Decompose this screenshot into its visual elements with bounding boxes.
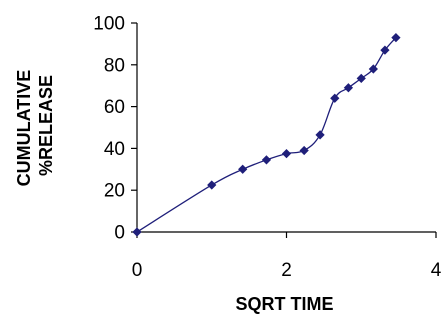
y-tick-label: 80 [104,55,125,76]
series [132,33,401,237]
data-point [281,149,292,159]
y-axis-title-line-2: %RELEASE [36,75,56,176]
data-point [238,164,248,174]
series-line [136,37,397,233]
data-point [299,145,309,156]
axis-titles: SQRT TIME CUMULATIVE %RELEASE [14,65,334,314]
y-axis-title: CUMULATIVE %RELEASE [14,65,56,187]
axes [136,23,436,233]
y-tick-label: 0 [114,223,125,244]
y-tick-label: 20 [104,181,125,202]
y-axis-title-line-1: CUMULATIVE [14,70,34,187]
y-tick-label: 100 [93,14,125,35]
data-point [380,45,390,55]
x-axis-title: SQRT TIME [236,294,334,314]
y-tick-label: 60 [104,97,125,118]
data-point [261,155,272,165]
x-tick-label: 2 [281,260,292,281]
data-point [330,93,340,103]
data-point [391,33,401,43]
data-point [315,130,325,140]
x-tick-label: 0 [132,260,143,281]
data-point [356,73,366,84]
data-point [132,227,142,237]
x-ticks: 0 2 4 [132,232,442,281]
x-tick-label: 4 [431,260,442,281]
y-tick-label: 40 [104,139,125,160]
data-point [343,83,354,93]
y-ticks: 0 20 40 60 80 100 [93,14,137,244]
data-point [207,180,217,190]
data-point [368,64,378,74]
